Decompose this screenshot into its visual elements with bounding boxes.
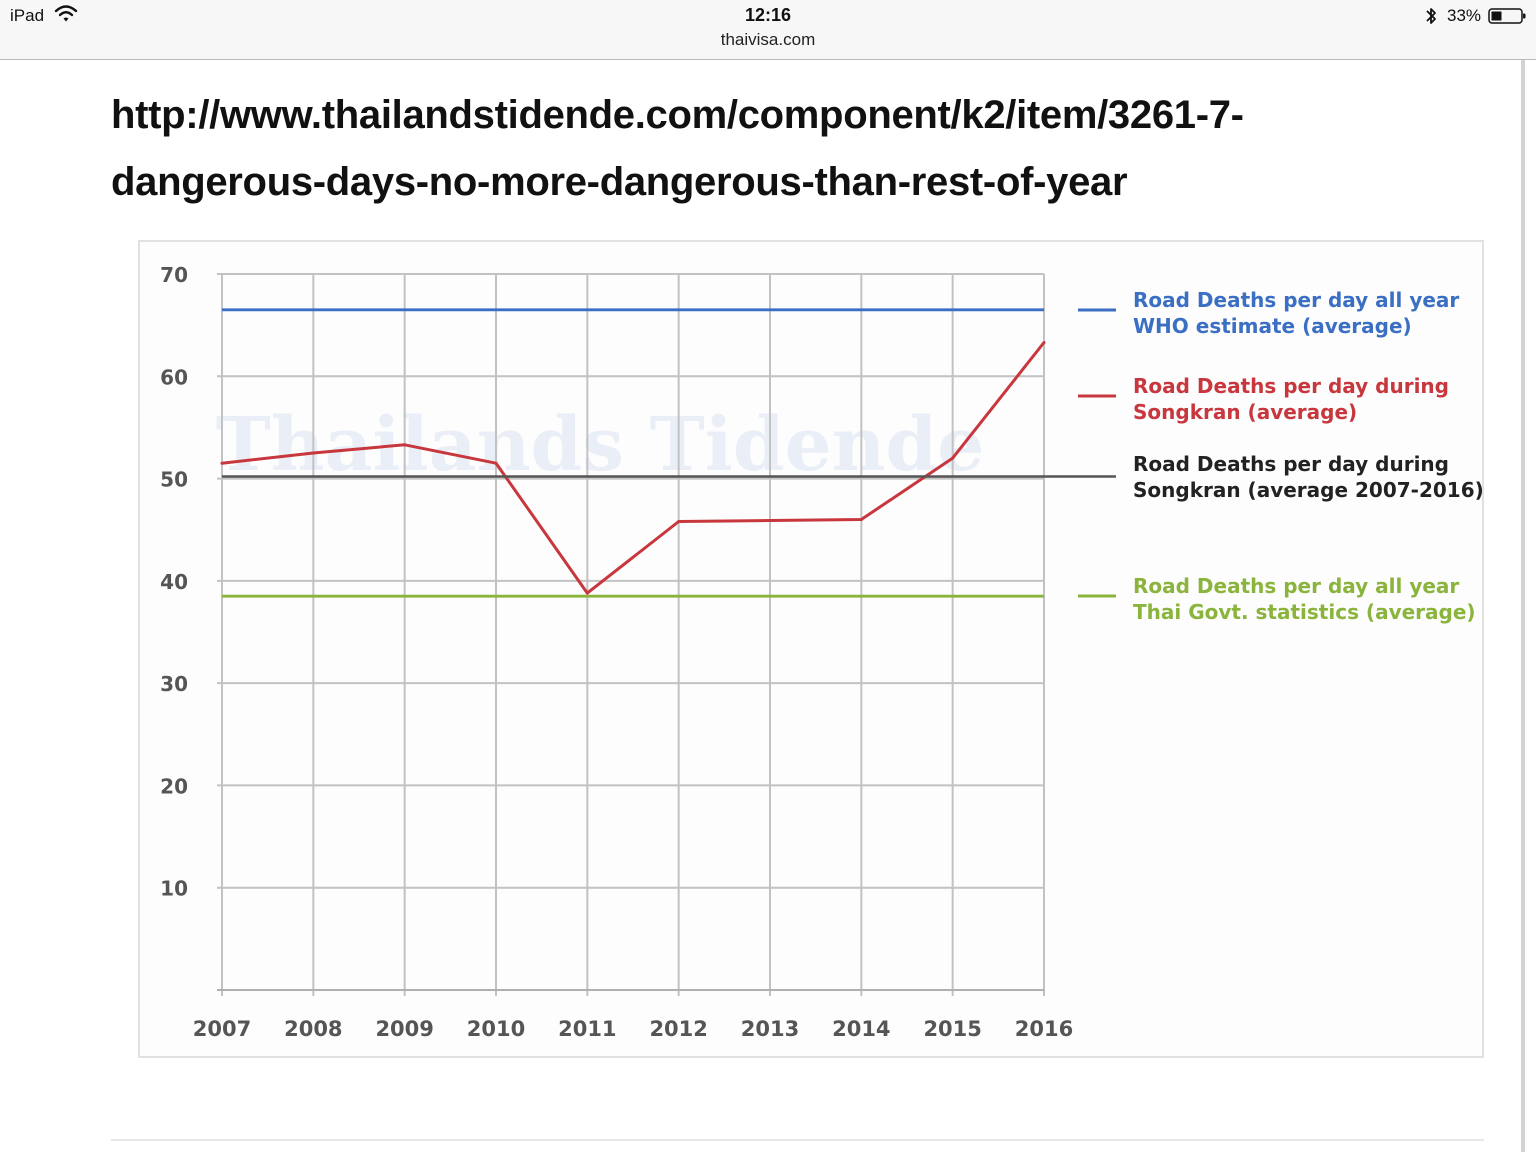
x-tick-label: 2013 bbox=[741, 1017, 799, 1041]
legend-label: Songkran (average) bbox=[1133, 400, 1357, 424]
device-name: iPad bbox=[10, 6, 45, 25]
series-point bbox=[768, 519, 772, 523]
x-tick-label: 2007 bbox=[193, 1017, 251, 1041]
bottom-divider bbox=[111, 1139, 1484, 1141]
battery-icon bbox=[1488, 7, 1528, 30]
series-point bbox=[677, 520, 681, 524]
y-tick-label: 50 bbox=[160, 468, 188, 492]
page-domain[interactable]: thaivisa.com bbox=[720, 30, 816, 49]
legend-label: Thai Govt. statistics (average) bbox=[1133, 600, 1476, 624]
status-time: 12:16 bbox=[744, 5, 792, 25]
legend-label: Road Deaths per day all year bbox=[1133, 574, 1459, 598]
x-tick-label: 2016 bbox=[1015, 1017, 1073, 1041]
series-point bbox=[585, 591, 589, 595]
x-tick-label: 2010 bbox=[467, 1017, 525, 1041]
y-tick-label: 20 bbox=[160, 774, 188, 798]
x-tick-label: 2011 bbox=[558, 1017, 616, 1041]
battery-percent: 33% bbox=[1447, 6, 1482, 25]
x-tick-label: 2012 bbox=[649, 1017, 707, 1041]
legend-label: Road Deaths per day during bbox=[1133, 452, 1449, 476]
post-link[interactable]: http://www.thailandstidende.com/componen… bbox=[111, 93, 1244, 204]
chart-watermark: Thailands Tidende bbox=[216, 402, 985, 488]
x-tick-label: 2009 bbox=[375, 1017, 433, 1041]
y-tick-label: 30 bbox=[160, 672, 188, 696]
status-bar: iPad 12:16 thaivisa.com 33% bbox=[0, 0, 1536, 60]
x-tick-label: 2014 bbox=[832, 1017, 890, 1041]
series-point bbox=[311, 451, 315, 455]
x-tick-label: 2015 bbox=[923, 1017, 981, 1041]
y-tick-label: 40 bbox=[160, 570, 188, 594]
series-point bbox=[951, 456, 955, 460]
series-point bbox=[403, 443, 407, 447]
y-tick-label: 60 bbox=[160, 365, 188, 389]
legend-label: Road Deaths per day during bbox=[1133, 374, 1449, 398]
series-point bbox=[494, 461, 498, 465]
legend-label: Songkran (average 2007-2016) bbox=[1133, 478, 1484, 502]
wifi-icon bbox=[54, 5, 78, 28]
series-point bbox=[859, 517, 863, 521]
y-tick-label: 70 bbox=[160, 263, 188, 287]
bluetooth-icon bbox=[1424, 6, 1438, 31]
series-point bbox=[1042, 341, 1046, 345]
legend-label: Road Deaths per day all year bbox=[1133, 288, 1459, 312]
legend-label: WHO estimate (average) bbox=[1133, 314, 1412, 338]
series-line-1 bbox=[221, 341, 1046, 595]
y-tick-label: 10 bbox=[160, 877, 188, 901]
scroll-indicator[interactable] bbox=[1521, 60, 1525, 1152]
series-point bbox=[220, 461, 224, 465]
chart-image: Thailands Tidende 70 60 50 40 30 20 10 2007 2008 2… bbox=[138, 240, 1484, 1058]
x-tick-label: 2008 bbox=[284, 1017, 342, 1041]
